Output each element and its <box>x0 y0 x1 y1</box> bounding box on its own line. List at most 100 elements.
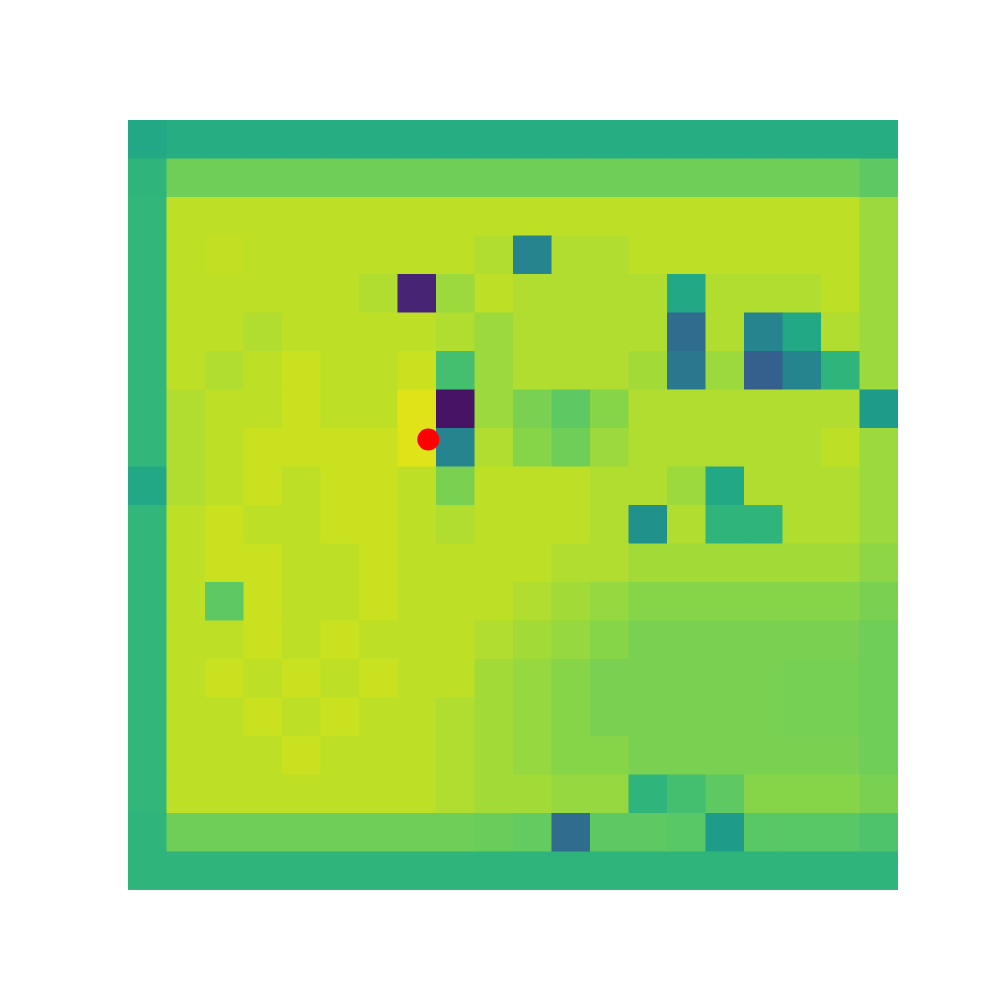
heatmap-cell <box>128 813 167 852</box>
heatmap-cell <box>860 274 899 313</box>
heatmap-cell <box>629 428 668 467</box>
heatmap-cell <box>359 159 398 198</box>
heatmap-cell <box>821 582 860 621</box>
heatmap-cell <box>205 120 244 159</box>
heatmap-cell <box>590 313 629 352</box>
heatmap-cell <box>821 775 860 814</box>
heatmap-cell <box>167 390 206 429</box>
heatmap-cell <box>860 852 899 891</box>
heatmap-cell <box>398 775 437 814</box>
heatmap-cell <box>744 313 783 352</box>
heatmap-cell <box>359 236 398 275</box>
heatmap-cell <box>821 313 860 352</box>
heatmap-cell <box>552 698 591 737</box>
heatmap-cell <box>706 274 745 313</box>
heatmap-cell <box>590 621 629 660</box>
heatmap-cell <box>244 120 283 159</box>
heatmap-cell <box>629 659 668 698</box>
heatmap-cell <box>860 505 899 544</box>
heatmap-cell <box>513 467 552 506</box>
heatmap-cell <box>205 813 244 852</box>
heatmap-cell <box>629 351 668 390</box>
heatmap-cell <box>667 659 706 698</box>
heatmap-cell <box>167 467 206 506</box>
heatmap-cell <box>783 120 822 159</box>
heatmap-cell <box>244 852 283 891</box>
heatmap-cell <box>321 351 360 390</box>
heatmap-cell <box>667 197 706 236</box>
heatmap-cell <box>128 236 167 275</box>
heatmap-cell <box>821 621 860 660</box>
heatmap-cell <box>205 544 244 583</box>
heatmap-cell <box>783 621 822 660</box>
heatmap-cell <box>629 390 668 429</box>
heatmap-cell <box>128 313 167 352</box>
heatmap-cell <box>359 390 398 429</box>
heatmap-cell <box>706 698 745 737</box>
heatmap-cell <box>590 351 629 390</box>
heatmap-cell <box>436 390 475 429</box>
heatmap-cell <box>513 813 552 852</box>
heatmap-cell <box>667 467 706 506</box>
heatmap-cell <box>167 698 206 737</box>
heatmap-cell <box>744 505 783 544</box>
heatmap-cell <box>552 582 591 621</box>
heatmap-cell <box>629 544 668 583</box>
heatmap-cell <box>128 197 167 236</box>
heatmap-cell <box>513 852 552 891</box>
heatmap-cell <box>744 736 783 775</box>
heatmap-cell <box>398 159 437 198</box>
heatmap-cell <box>744 659 783 698</box>
heatmap-cell <box>552 351 591 390</box>
heatmap-cell <box>359 313 398 352</box>
heatmap-cell <box>629 159 668 198</box>
heatmap-cell <box>398 120 437 159</box>
heatmap-cell <box>783 582 822 621</box>
heatmap-cell <box>706 813 745 852</box>
heatmap-cell <box>590 236 629 275</box>
heatmap-cell <box>321 852 360 891</box>
heatmap-cell <box>359 659 398 698</box>
heatmap-cell <box>205 775 244 814</box>
heatmap-cell <box>860 775 899 814</box>
heatmap-cell <box>321 197 360 236</box>
heatmap-cell <box>629 775 668 814</box>
heatmap-cell <box>167 544 206 583</box>
heatmap-cell <box>282 467 321 506</box>
heatmap-cell <box>552 236 591 275</box>
heatmap-cell <box>205 582 244 621</box>
heatmap-cell <box>359 736 398 775</box>
heatmap-cell <box>667 852 706 891</box>
heatmap-cell <box>629 274 668 313</box>
heatmap-cell <box>860 582 899 621</box>
heatmap-cell <box>821 544 860 583</box>
heatmap-cell <box>282 813 321 852</box>
heatmap-cell <box>744 274 783 313</box>
heatmap-cell <box>128 428 167 467</box>
heatmap-cell <box>552 852 591 891</box>
heatmap-cell <box>359 582 398 621</box>
heatmap-cell <box>860 313 899 352</box>
heatmap-cell <box>128 659 167 698</box>
heatmap-cell <box>706 236 745 275</box>
heatmap-cell <box>706 736 745 775</box>
heatmap-cell <box>436 505 475 544</box>
heatmap-cell <box>667 698 706 737</box>
heatmap-cell <box>321 467 360 506</box>
heatmap-cell <box>783 313 822 352</box>
heatmap-cell <box>205 159 244 198</box>
heatmap-cell <box>590 544 629 583</box>
heatmap-cell <box>205 313 244 352</box>
heatmap-cell <box>513 313 552 352</box>
heatmap-cell <box>167 505 206 544</box>
heatmap-cell <box>398 390 437 429</box>
heatmap-cell <box>282 351 321 390</box>
heatmap-cell <box>513 197 552 236</box>
heatmap-cell <box>282 659 321 698</box>
heatmap-cell <box>590 390 629 429</box>
heatmap-cell <box>475 582 514 621</box>
heatmap-cell <box>744 236 783 275</box>
heatmap-cell <box>436 582 475 621</box>
heatmap-cell <box>590 120 629 159</box>
heatmap-cell <box>398 736 437 775</box>
